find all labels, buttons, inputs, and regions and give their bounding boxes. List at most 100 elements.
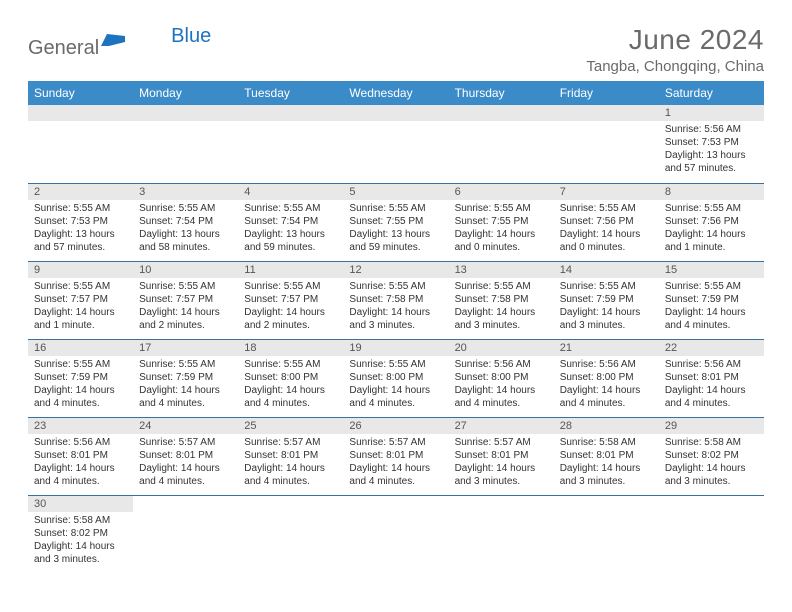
calendar-cell: 13Sunrise: 5:55 AMSunset: 7:58 PMDayligh… xyxy=(449,261,554,339)
day-details: Sunrise: 5:55 AMSunset: 7:54 PMDaylight:… xyxy=(133,200,238,258)
day-details: Sunrise: 5:58 AMSunset: 8:02 PMDaylight:… xyxy=(28,512,133,570)
day-number: 17 xyxy=(133,340,238,356)
day-details: Sunrise: 5:56 AMSunset: 8:01 PMDaylight:… xyxy=(659,356,764,414)
day-number: 15 xyxy=(659,262,764,278)
calendar-cell: 10Sunrise: 5:55 AMSunset: 7:57 PMDayligh… xyxy=(133,261,238,339)
day-details: Sunrise: 5:55 AMSunset: 7:57 PMDaylight:… xyxy=(238,278,343,336)
day-number: 18 xyxy=(238,340,343,356)
day-details: Sunrise: 5:55 AMSunset: 7:55 PMDaylight:… xyxy=(449,200,554,258)
day-details: Sunrise: 5:58 AMSunset: 8:01 PMDaylight:… xyxy=(554,434,659,492)
calendar-cell: 20Sunrise: 5:56 AMSunset: 8:00 PMDayligh… xyxy=(449,339,554,417)
day-number: 5 xyxy=(343,184,448,200)
calendar-cell xyxy=(133,495,238,573)
day-details: Sunrise: 5:57 AMSunset: 8:01 PMDaylight:… xyxy=(449,434,554,492)
calendar-body: 1Sunrise: 5:56 AMSunset: 7:53 PMDaylight… xyxy=(28,105,764,573)
day-number: 2 xyxy=(28,184,133,200)
logo: General Blue xyxy=(28,32,211,65)
calendar-cell xyxy=(238,495,343,573)
calendar-cell: 2Sunrise: 5:55 AMSunset: 7:53 PMDaylight… xyxy=(28,183,133,261)
calendar-cell: 24Sunrise: 5:57 AMSunset: 8:01 PMDayligh… xyxy=(133,417,238,495)
calendar-cell: 8Sunrise: 5:55 AMSunset: 7:56 PMDaylight… xyxy=(659,183,764,261)
calendar-row: 30Sunrise: 5:58 AMSunset: 8:02 PMDayligh… xyxy=(28,495,764,573)
calendar-row: 9Sunrise: 5:55 AMSunset: 7:57 PMDaylight… xyxy=(28,261,764,339)
day-details: Sunrise: 5:55 AMSunset: 7:59 PMDaylight:… xyxy=(133,356,238,414)
day-number: 24 xyxy=(133,418,238,434)
day-details: Sunrise: 5:55 AMSunset: 7:53 PMDaylight:… xyxy=(28,200,133,258)
calendar-cell: 14Sunrise: 5:55 AMSunset: 7:59 PMDayligh… xyxy=(554,261,659,339)
day-number: 22 xyxy=(659,340,764,356)
day-details: Sunrise: 5:55 AMSunset: 7:59 PMDaylight:… xyxy=(659,278,764,336)
calendar-cell xyxy=(28,105,133,183)
empty-day-header xyxy=(343,105,448,121)
day-details: Sunrise: 5:56 AMSunset: 7:53 PMDaylight:… xyxy=(659,121,764,179)
empty-day-header xyxy=(238,105,343,121)
calendar-cell: 4Sunrise: 5:55 AMSunset: 7:54 PMDaylight… xyxy=(238,183,343,261)
col-sunday: Sunday xyxy=(28,81,133,105)
calendar-cell: 17Sunrise: 5:55 AMSunset: 7:59 PMDayligh… xyxy=(133,339,238,417)
day-details: Sunrise: 5:56 AMSunset: 8:01 PMDaylight:… xyxy=(28,434,133,492)
day-details: Sunrise: 5:55 AMSunset: 7:55 PMDaylight:… xyxy=(343,200,448,258)
day-number: 9 xyxy=(28,262,133,278)
day-number: 23 xyxy=(28,418,133,434)
day-details: Sunrise: 5:58 AMSunset: 8:02 PMDaylight:… xyxy=(659,434,764,492)
day-number: 29 xyxy=(659,418,764,434)
calendar-cell xyxy=(343,495,448,573)
day-number: 30 xyxy=(28,496,133,512)
calendar-cell: 29Sunrise: 5:58 AMSunset: 8:02 PMDayligh… xyxy=(659,417,764,495)
col-thursday: Thursday xyxy=(449,81,554,105)
day-details: Sunrise: 5:56 AMSunset: 8:00 PMDaylight:… xyxy=(449,356,554,414)
day-details: Sunrise: 5:55 AMSunset: 7:57 PMDaylight:… xyxy=(28,278,133,336)
calendar-cell xyxy=(554,105,659,183)
calendar-cell: 12Sunrise: 5:55 AMSunset: 7:58 PMDayligh… xyxy=(343,261,448,339)
day-details: Sunrise: 5:55 AMSunset: 8:00 PMDaylight:… xyxy=(343,356,448,414)
day-details: Sunrise: 5:55 AMSunset: 7:56 PMDaylight:… xyxy=(554,200,659,258)
day-number: 14 xyxy=(554,262,659,278)
calendar-cell: 26Sunrise: 5:57 AMSunset: 8:01 PMDayligh… xyxy=(343,417,448,495)
day-details: Sunrise: 5:57 AMSunset: 8:01 PMDaylight:… xyxy=(343,434,448,492)
day-details: Sunrise: 5:57 AMSunset: 8:01 PMDaylight:… xyxy=(238,434,343,492)
calendar-cell xyxy=(238,105,343,183)
day-number: 16 xyxy=(28,340,133,356)
day-details: Sunrise: 5:55 AMSunset: 7:54 PMDaylight:… xyxy=(238,200,343,258)
calendar-cell: 3Sunrise: 5:55 AMSunset: 7:54 PMDaylight… xyxy=(133,183,238,261)
day-number: 27 xyxy=(449,418,554,434)
calendar-row: 23Sunrise: 5:56 AMSunset: 8:01 PMDayligh… xyxy=(28,417,764,495)
calendar-row: 2Sunrise: 5:55 AMSunset: 7:53 PMDaylight… xyxy=(28,183,764,261)
calendar-cell xyxy=(659,495,764,573)
calendar-cell xyxy=(449,105,554,183)
empty-day-header xyxy=(449,105,554,121)
day-number: 3 xyxy=(133,184,238,200)
day-details: Sunrise: 5:55 AMSunset: 8:00 PMDaylight:… xyxy=(238,356,343,414)
calendar-cell: 6Sunrise: 5:55 AMSunset: 7:55 PMDaylight… xyxy=(449,183,554,261)
day-number: 19 xyxy=(343,340,448,356)
calendar-header-row: Sunday Monday Tuesday Wednesday Thursday… xyxy=(28,81,764,105)
calendar-cell: 30Sunrise: 5:58 AMSunset: 8:02 PMDayligh… xyxy=(28,495,133,573)
calendar-cell: 19Sunrise: 5:55 AMSunset: 8:00 PMDayligh… xyxy=(343,339,448,417)
day-number: 7 xyxy=(554,184,659,200)
location-subtitle: Tangba, Chongqing, China xyxy=(586,58,764,75)
col-wednesday: Wednesday xyxy=(343,81,448,105)
calendar-cell: 9Sunrise: 5:55 AMSunset: 7:57 PMDaylight… xyxy=(28,261,133,339)
day-number: 8 xyxy=(659,184,764,200)
col-tuesday: Tuesday xyxy=(238,81,343,105)
calendar-cell: 15Sunrise: 5:55 AMSunset: 7:59 PMDayligh… xyxy=(659,261,764,339)
day-details: Sunrise: 5:55 AMSunset: 7:58 PMDaylight:… xyxy=(343,278,448,336)
header: General Blue June 2024 Tangba, Chongqing… xyxy=(28,24,764,75)
calendar-cell xyxy=(133,105,238,183)
title-block: June 2024 Tangba, Chongqing, China xyxy=(586,24,764,75)
day-details: Sunrise: 5:55 AMSunset: 7:59 PMDaylight:… xyxy=(28,356,133,414)
calendar-cell: 18Sunrise: 5:55 AMSunset: 8:00 PMDayligh… xyxy=(238,339,343,417)
calendar-cell: 5Sunrise: 5:55 AMSunset: 7:55 PMDaylight… xyxy=(343,183,448,261)
flag-icon xyxy=(101,32,127,53)
calendar-cell: 27Sunrise: 5:57 AMSunset: 8:01 PMDayligh… xyxy=(449,417,554,495)
day-number: 10 xyxy=(133,262,238,278)
logo-text-general: General xyxy=(28,37,99,60)
day-details: Sunrise: 5:55 AMSunset: 7:58 PMDaylight:… xyxy=(449,278,554,336)
calendar-cell: 23Sunrise: 5:56 AMSunset: 8:01 PMDayligh… xyxy=(28,417,133,495)
calendar-cell: 25Sunrise: 5:57 AMSunset: 8:01 PMDayligh… xyxy=(238,417,343,495)
col-monday: Monday xyxy=(133,81,238,105)
day-number: 20 xyxy=(449,340,554,356)
day-number: 28 xyxy=(554,418,659,434)
day-details: Sunrise: 5:56 AMSunset: 8:00 PMDaylight:… xyxy=(554,356,659,414)
day-details: Sunrise: 5:55 AMSunset: 7:59 PMDaylight:… xyxy=(554,278,659,336)
